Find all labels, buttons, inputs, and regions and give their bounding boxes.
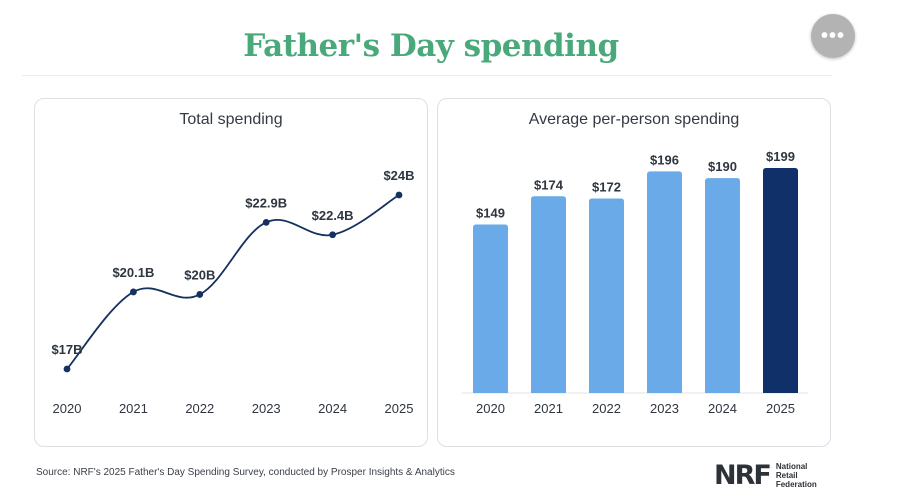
data-label: $172 — [592, 180, 621, 195]
logo-name-line: National — [775, 462, 808, 471]
logo-name-line: Federation — [775, 480, 817, 489]
x-tick-label: 2020 — [53, 401, 82, 416]
chart-title: Total spending — [179, 111, 283, 128]
bar — [763, 168, 798, 393]
more-options-button[interactable]: ••• — [811, 14, 855, 58]
bar — [473, 224, 508, 393]
data-label: $20B — [184, 267, 215, 282]
x-tick-label: 2023 — [252, 401, 281, 416]
data-label: $24B — [383, 168, 414, 183]
data-point — [130, 288, 137, 296]
x-tick-label: 2024 — [708, 401, 737, 416]
data-label: $17B — [51, 342, 82, 357]
source-note: Source: NRF's 2025 Father's Day Spending… — [36, 467, 455, 478]
total-spending-line-chart: $17B 2020 $20.1B 2021 $20B 2022 $22.9B 2023 $22.… — [51, 168, 414, 416]
logo-name: National Retail Federation — [776, 462, 817, 489]
per-person-spending-card: Average per-person spending $149 2020 $174… — [437, 98, 831, 447]
x-tick-label: 2020 — [476, 401, 505, 416]
x-tick-label: 2024 — [318, 401, 347, 416]
title-divider — [22, 75, 832, 76]
data-label: $199 — [766, 149, 795, 164]
bar — [531, 196, 566, 393]
x-tick-label: 2022 — [185, 401, 214, 416]
logo-name-line: Retail — [775, 471, 798, 480]
data-label: $174 — [534, 177, 564, 192]
x-tick-label: 2023 — [650, 401, 679, 416]
bar — [705, 178, 740, 393]
chart-title: Average per-person spending — [528, 111, 740, 128]
per-person-bar-chart: $149 2020 $174 2021 $172 2022 $196 2023 $190 2024… — [462, 149, 808, 416]
data-label: $196 — [650, 152, 679, 167]
x-tick-label: 2025 — [385, 401, 414, 416]
x-tick-label: 2021 — [534, 401, 563, 416]
bar — [647, 171, 682, 393]
data-point — [329, 231, 336, 239]
total-spending-card: Total spending $17B 2020 $20.1B 2021 $20B 202… — [34, 98, 428, 447]
page-title: Father's Day spending — [243, 28, 619, 64]
data-label: $20.1B — [112, 265, 154, 280]
x-tick-label: 2021 — [119, 401, 148, 416]
logo-mark: NRF — [714, 460, 772, 491]
x-tick-label: 2022 — [592, 401, 621, 416]
bar — [589, 198, 624, 393]
data-label: $22.4B — [312, 208, 354, 223]
nrf-logo: NRF National Retail Federation — [714, 462, 817, 489]
data-point — [196, 291, 204, 298]
data-label: $149 — [476, 206, 505, 221]
data-point — [262, 218, 270, 226]
data-point — [395, 191, 403, 199]
data-label: $22.9B — [245, 195, 287, 210]
more-horizontal-icon: ••• — [820, 25, 845, 47]
data-point — [63, 365, 71, 373]
data-label: $190 — [708, 159, 737, 174]
x-tick-label: 2025 — [766, 401, 795, 416]
